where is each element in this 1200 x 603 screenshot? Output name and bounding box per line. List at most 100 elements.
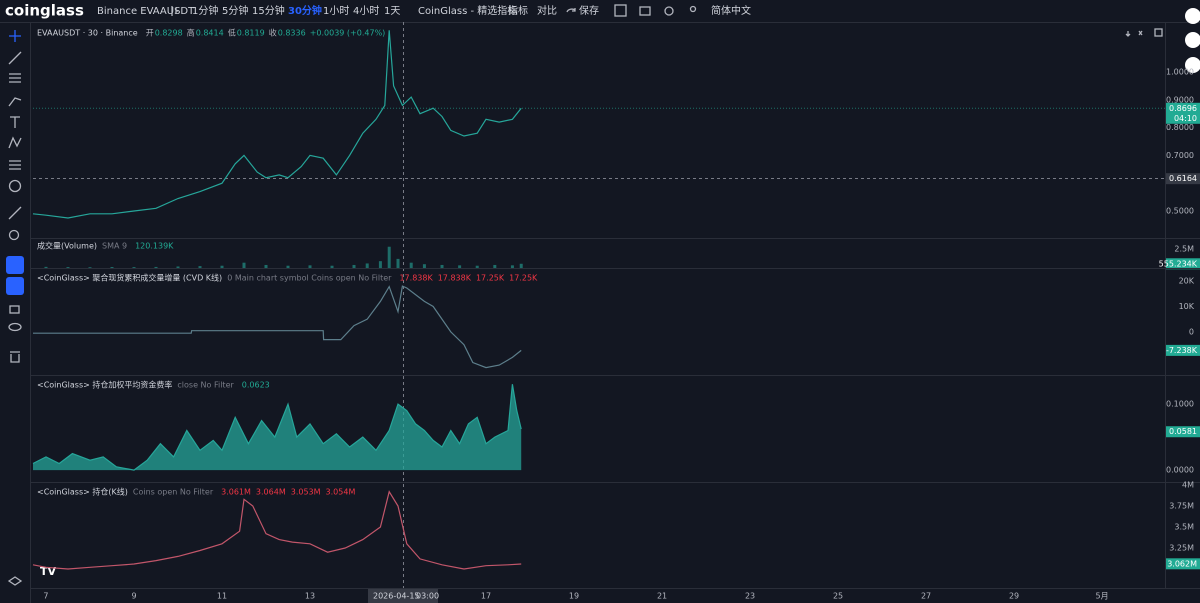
toolbar-item[interactable]: CoinGlass - 精选指标 bbox=[418, 4, 517, 17]
series-line bbox=[33, 285, 522, 369]
volume-bar bbox=[330, 265, 334, 268]
interval-button[interactable]: 15分钟 bbox=[252, 4, 285, 17]
lock-draw-tool[interactable] bbox=[6, 277, 24, 295]
legend-title: <CoinGlass> 聚合现货累积成交量增量 (CVD K线) bbox=[37, 273, 222, 283]
price-tick-label: 0.0000 bbox=[1166, 466, 1194, 475]
volume-bar bbox=[198, 266, 202, 268]
series-line bbox=[32, 30, 522, 219]
fib-tool[interactable] bbox=[9, 73, 21, 83]
pane-controls[interactable] bbox=[1125, 30, 1143, 37]
series-line bbox=[32, 490, 522, 570]
user-icon[interactable] bbox=[689, 5, 697, 13]
price-tick-label: 0 bbox=[1189, 327, 1194, 336]
toolbar-item[interactable]: 保存 bbox=[579, 4, 599, 17]
visibility-tool[interactable] bbox=[8, 322, 22, 332]
time-tick-label: 25 bbox=[833, 592, 843, 601]
side-button[interactable] bbox=[1185, 32, 1200, 48]
volume-bar bbox=[132, 267, 136, 268]
ohlc-value: 0.8119 bbox=[237, 29, 265, 38]
legend-value: 17.838K bbox=[399, 274, 433, 283]
legend-value: 17.25K bbox=[476, 274, 505, 283]
volume-bar bbox=[387, 246, 391, 268]
volume-bar bbox=[475, 265, 479, 268]
ruler-tool[interactable] bbox=[8, 206, 22, 220]
crosshair-date: 2026-04-15 bbox=[373, 592, 420, 601]
side-button[interactable] bbox=[1185, 8, 1200, 24]
pattern-tool[interactable] bbox=[8, 136, 22, 149]
volume-bar bbox=[88, 267, 92, 268]
ohlc-value: 0.8414 bbox=[196, 29, 224, 38]
legend-title: 成交量(Volume) bbox=[37, 241, 97, 251]
magnet-tool[interactable] bbox=[6, 256, 24, 274]
line-tool[interactable] bbox=[8, 51, 22, 65]
volume-bar bbox=[352, 264, 356, 268]
area-line bbox=[32, 384, 522, 471]
price-tick-label: 0.5000 bbox=[1166, 207, 1194, 216]
legend-params: 0 Main chart symbol Coins open No Filter bbox=[227, 274, 392, 283]
change-value: +0.0039 (+0.47%) bbox=[310, 29, 386, 38]
legend-params: close No Filter bbox=[177, 381, 234, 390]
interval-button[interactable]: 1小时 bbox=[323, 5, 349, 17]
volume-bar bbox=[510, 265, 514, 268]
legend-value: 3.064M bbox=[256, 488, 286, 497]
interval-button[interactable]: 1天 bbox=[384, 6, 400, 17]
volume-bar bbox=[396, 258, 400, 268]
layout-icon[interactable] bbox=[614, 4, 627, 17]
volume-bar bbox=[365, 263, 369, 268]
side-button[interactable] bbox=[1185, 57, 1200, 73]
legend-title: EVAAUSDT · 30 · Binance bbox=[37, 29, 138, 38]
volume-bar bbox=[422, 264, 426, 268]
crosshair-time: 03:00 bbox=[416, 592, 439, 601]
interval-button[interactable]: 5分钟 bbox=[222, 4, 248, 17]
toolbar-item[interactable]: 简体中文 bbox=[711, 4, 751, 17]
chart-type-icon[interactable] bbox=[171, 6, 178, 16]
delete-tool[interactable] bbox=[10, 351, 20, 363]
brush-tool[interactable] bbox=[8, 97, 22, 107]
emoji-tool[interactable] bbox=[8, 179, 22, 193]
settings-icon[interactable] bbox=[664, 6, 674, 16]
price-badge bbox=[1166, 258, 1200, 270]
legend-value: 120.139K bbox=[135, 242, 174, 251]
volume-bar bbox=[286, 265, 290, 268]
price-badge bbox=[1166, 344, 1200, 356]
toolbar-item[interactable]: 指标 bbox=[508, 4, 528, 17]
interval-button[interactable]: 4小时 bbox=[353, 5, 379, 17]
time-tick-label: 21 bbox=[657, 592, 667, 601]
interval-button[interactable]: 1分钟 bbox=[192, 4, 218, 17]
volume-bar bbox=[458, 265, 462, 268]
time-tick-label: 9 bbox=[131, 592, 136, 601]
time-tick-label: 11 bbox=[217, 592, 227, 601]
price-tick-label: 3.75M bbox=[1169, 502, 1194, 511]
price-tick-label: 3.25M bbox=[1169, 544, 1194, 553]
price-tick-label: 4M bbox=[1182, 481, 1194, 490]
cursor-tool[interactable] bbox=[9, 30, 21, 42]
prediction-tool[interactable] bbox=[9, 160, 21, 170]
object-tree[interactable] bbox=[7, 576, 23, 586]
legend-value: 3.061M bbox=[221, 488, 251, 497]
volume-bar bbox=[176, 266, 180, 268]
price-badge bbox=[1166, 102, 1200, 124]
price-badge bbox=[1166, 173, 1200, 185]
lock-tool[interactable] bbox=[9, 305, 20, 314]
text-tool[interactable] bbox=[10, 116, 20, 128]
volume-bar bbox=[220, 265, 224, 268]
maximize-icon[interactable] bbox=[1154, 28, 1163, 37]
camera-icon[interactable] bbox=[639, 6, 651, 16]
symbol[interactable]: Binance EVAAUSDT bbox=[97, 6, 195, 17]
time-tick-label: 29 bbox=[1009, 592, 1019, 601]
volume-bar bbox=[154, 266, 158, 268]
interval-button[interactable]: 30分钟 bbox=[288, 4, 322, 17]
save-icon[interactable] bbox=[566, 8, 576, 13]
zoom-tool[interactable] bbox=[8, 229, 20, 241]
volume-bar bbox=[378, 261, 382, 268]
volume-bar bbox=[44, 266, 48, 268]
volume-bar bbox=[110, 267, 114, 268]
volume-bar bbox=[440, 264, 444, 268]
logo[interactable]: coinglass bbox=[5, 2, 84, 20]
price-badge bbox=[1166, 426, 1200, 438]
price-tick-label: 20K bbox=[1179, 276, 1195, 285]
toolbar-item[interactable]: 对比 bbox=[537, 4, 557, 17]
volume-bar bbox=[493, 264, 497, 268]
